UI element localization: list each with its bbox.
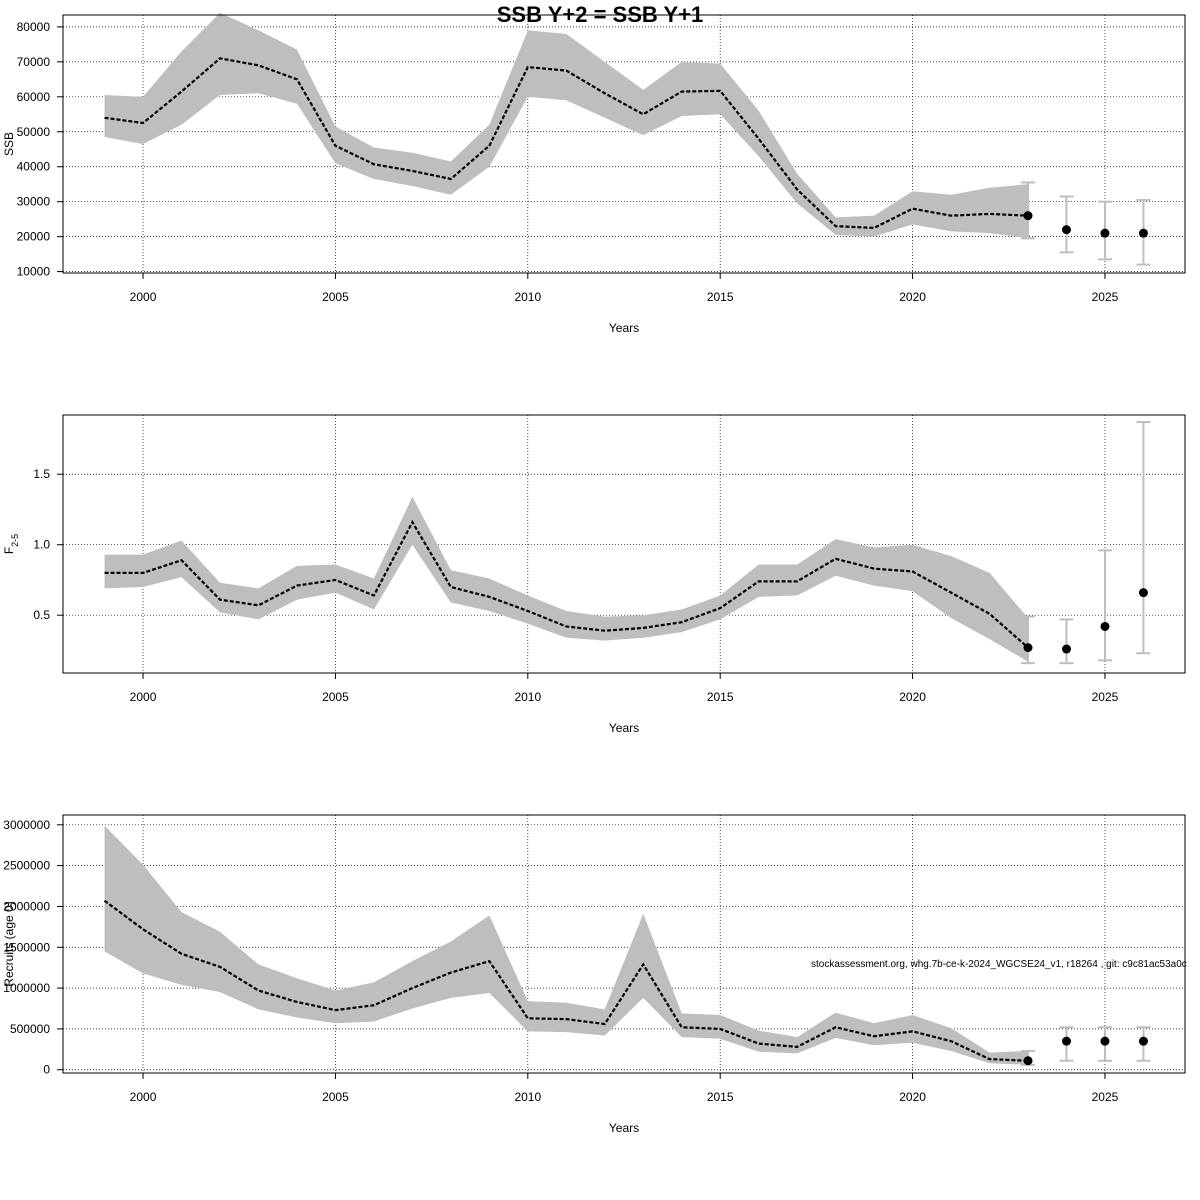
- x-axis-label: Years: [609, 721, 639, 735]
- confidence-band: [104, 825, 1029, 1065]
- x-tick-label: 2010: [514, 290, 541, 304]
- forecast-point: [1023, 1056, 1033, 1066]
- x-tick-label: 2015: [707, 690, 734, 704]
- plot-frame: [62, 414, 1186, 674]
- y-tick-label: 1500000: [3, 940, 50, 954]
- forecast-point: [1100, 621, 1110, 631]
- y-tick-label: 60000: [17, 90, 51, 104]
- y-tick-label: 10000: [17, 265, 51, 279]
- y-tick-label: 1.0: [33, 538, 50, 552]
- chart-recruits: 2000 2005 2010 2015 2020 2025 0 500000 1000000 15…: [2, 814, 1186, 1135]
- forecast-point: [1100, 1036, 1110, 1046]
- y-tick-label: 20000: [17, 230, 51, 244]
- y-tick-label: 500000: [10, 1022, 50, 1036]
- y-axis-label: SSB: [2, 132, 16, 156]
- estimate-line: [104, 57, 1029, 230]
- y-tick-label: 50000: [17, 125, 51, 139]
- plot-frame: [62, 14, 1186, 274]
- x-tick-label: 2000: [130, 690, 157, 704]
- x-tick-label: 2010: [514, 690, 541, 704]
- forecast-point: [1061, 644, 1071, 654]
- y-axis-label: Recruits (age 0): [2, 901, 16, 986]
- y-tick-label: 0: [43, 1063, 50, 1077]
- y-tick-label: 2000000: [3, 899, 50, 913]
- watermark-text: stockassessment.org, whg.7b-ce-k-2024_WG…: [811, 959, 1187, 970]
- estimate-line: [103, 899, 1029, 1062]
- y-tick-label: 0.5: [33, 608, 50, 622]
- x-tick-label: 2005: [322, 1090, 349, 1104]
- forecast-point: [1138, 588, 1148, 598]
- x-tick-label: 2005: [322, 290, 349, 304]
- plot-frame: [62, 814, 1186, 1074]
- forecast-point: [1138, 1036, 1148, 1046]
- y-tick-label: 80000: [17, 20, 51, 34]
- x-tick-label: 2020: [899, 290, 926, 304]
- forecast-point: [1023, 211, 1033, 221]
- x-tick-label: 2000: [130, 1090, 157, 1104]
- x-tick-label: 2015: [707, 1090, 734, 1104]
- y-tick-label: 40000: [17, 160, 51, 174]
- x-tick-label: 2020: [899, 1090, 926, 1104]
- x-tick-label: 2010: [514, 1090, 541, 1104]
- x-tick-label: 2015: [707, 290, 734, 304]
- x-tick-label: 2005: [322, 690, 349, 704]
- y-tick-label: 1000000: [3, 981, 50, 995]
- x-tick-label: 2025: [1092, 290, 1119, 304]
- y-tick-label: 30000: [17, 195, 51, 209]
- chart-ssb: 2000 2005 2010 2015 2020 2025 10000 20000 30000 4…: [2, 12, 1186, 335]
- forecast-point: [1061, 225, 1071, 235]
- x-tick-label: 2025: [1092, 690, 1119, 704]
- y-axis-label-subscript: 2-5: [10, 534, 20, 547]
- x-tick-label: 2025: [1092, 1090, 1119, 1104]
- x-axis-label: Years: [609, 321, 639, 335]
- y-axis-label: F2-5: [2, 534, 20, 554]
- confidence-band: [104, 12, 1029, 239]
- y-tick-label: 70000: [17, 55, 51, 69]
- x-tick-label: 2000: [130, 290, 157, 304]
- estimate-line: [104, 519, 1029, 649]
- x-axis-label: Years: [609, 1121, 639, 1135]
- x-tick-label: 2020: [899, 690, 926, 704]
- forecast-point: [1138, 228, 1148, 238]
- chart-fbar: 2000 2005 2010 2015 2020 2025 0.5 1.0 1.5 Years F2…: [2, 414, 1186, 735]
- forecast-point: [1061, 1036, 1071, 1046]
- y-tick-label: 3000000: [3, 818, 50, 832]
- forecast-point: [1023, 643, 1033, 653]
- confidence-band: [104, 496, 1029, 662]
- y-tick-label: 2500000: [3, 859, 50, 873]
- forecast-point: [1100, 228, 1110, 238]
- y-tick-label: 1.5: [33, 467, 50, 481]
